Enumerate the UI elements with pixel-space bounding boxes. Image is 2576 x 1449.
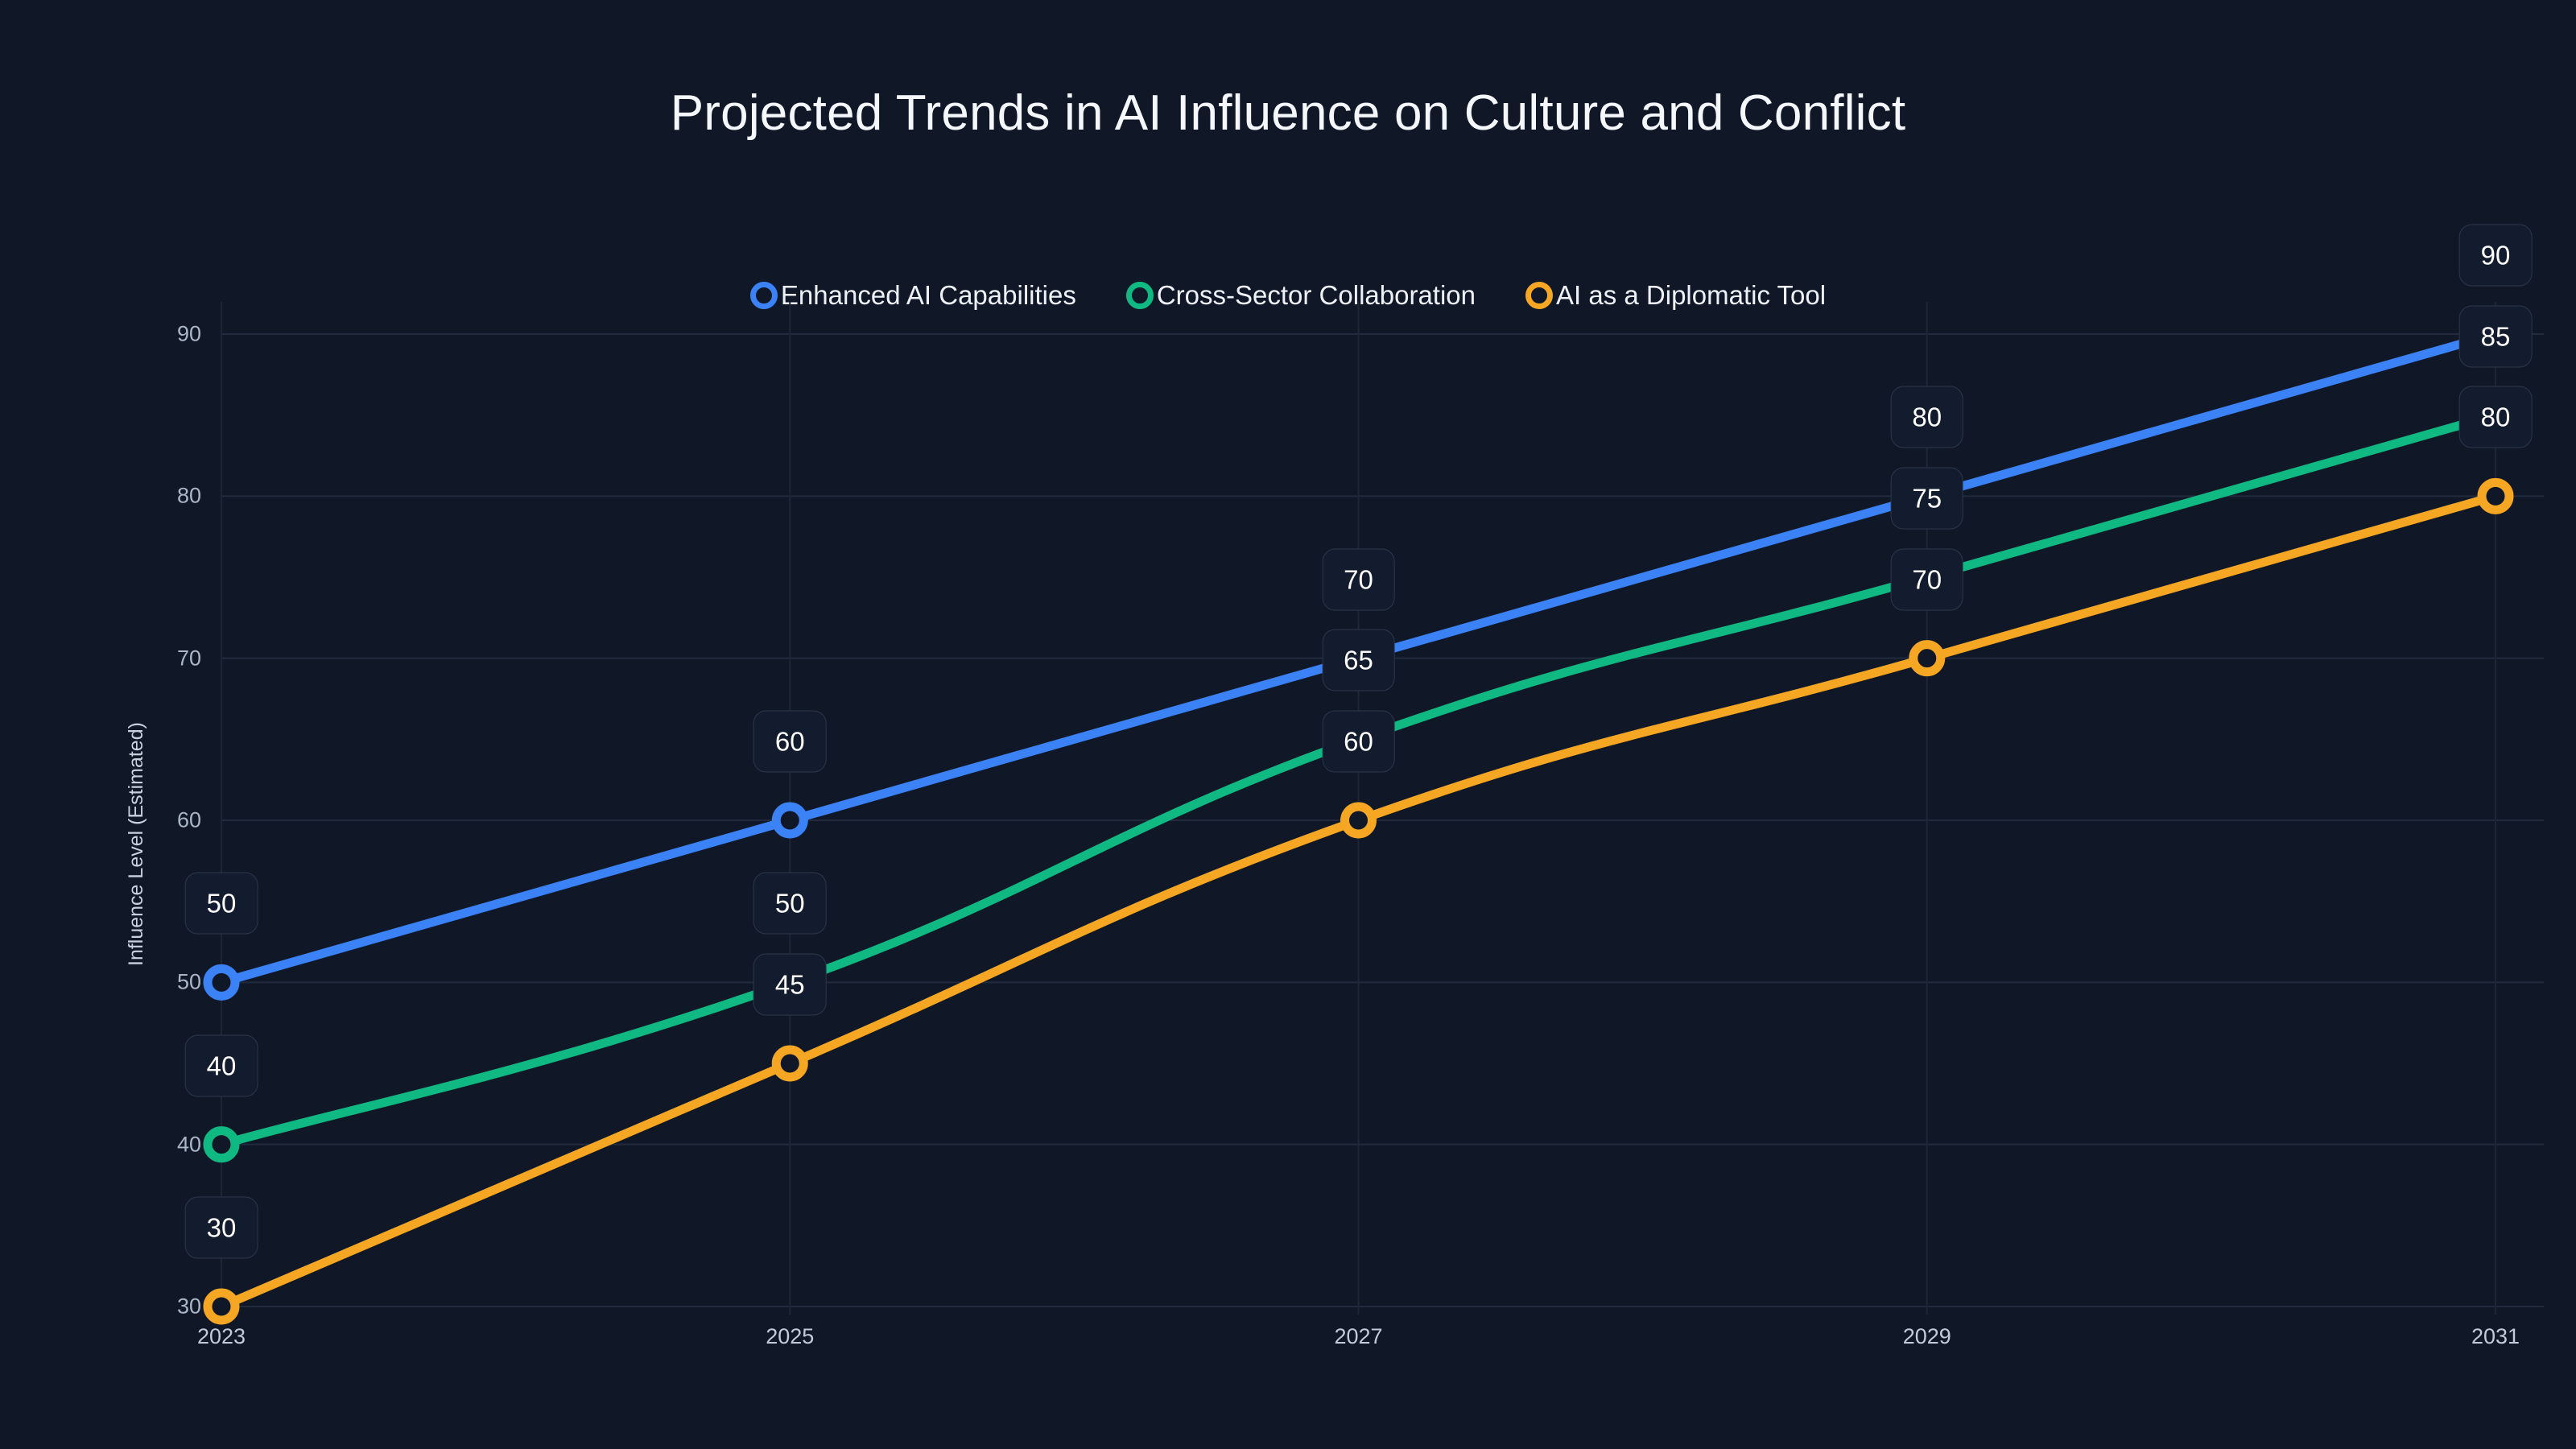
data-point-label: 85 [2458,305,2533,368]
y-tick-label: 60 [176,807,201,832]
data-point-label: 50 [753,872,827,935]
data-point-label: 70 [1890,548,1964,611]
data-point-label: 80 [1890,386,1964,448]
data-point-marker[interactable] [1340,802,1377,839]
x-tick-label: 2025 [766,1324,815,1348]
data-point-label: 60 [753,710,827,773]
y-axis-title-text: Influence Level (Estimated) [125,722,147,966]
data-point-label: 40 [184,1034,258,1097]
y-tick-label: 80 [176,483,201,508]
x-tick-label: 2023 [196,1324,246,1348]
data-point-label: 45 [753,953,827,1016]
y-tick-label: 70 [176,646,201,671]
data-point-label: 70 [1322,548,1395,611]
data-point-label: 65 [1322,629,1395,691]
data-point-marker[interactable] [203,1288,240,1325]
y-tick-label: 40 [176,1132,201,1157]
data-point-marker[interactable] [203,1126,240,1163]
data-point-label: 80 [2458,386,2533,448]
data-point-marker[interactable] [1909,640,1946,677]
data-point-label: 60 [1322,710,1395,773]
data-point-marker[interactable] [2477,477,2514,514]
chart-title: Projected Trends in AI Influence on Cult… [670,85,1906,141]
x-tick-label: 2027 [1334,1324,1383,1348]
data-point-marker[interactable] [203,964,240,1001]
data-point-marker[interactable] [771,802,808,839]
data-point-label: 30 [184,1196,258,1259]
y-tick-label: 30 [176,1294,201,1319]
x-tick-label: 2029 [1902,1324,1951,1348]
data-point-marker[interactable] [771,1045,808,1082]
data-point-label: 75 [1890,467,1964,530]
y-tick-label: 90 [176,321,201,346]
data-point-label: 50 [184,872,258,935]
data-point-label: 90 [2458,224,2533,287]
y-tick-label: 50 [176,969,201,994]
x-tick-label: 2031 [2471,1324,2520,1348]
